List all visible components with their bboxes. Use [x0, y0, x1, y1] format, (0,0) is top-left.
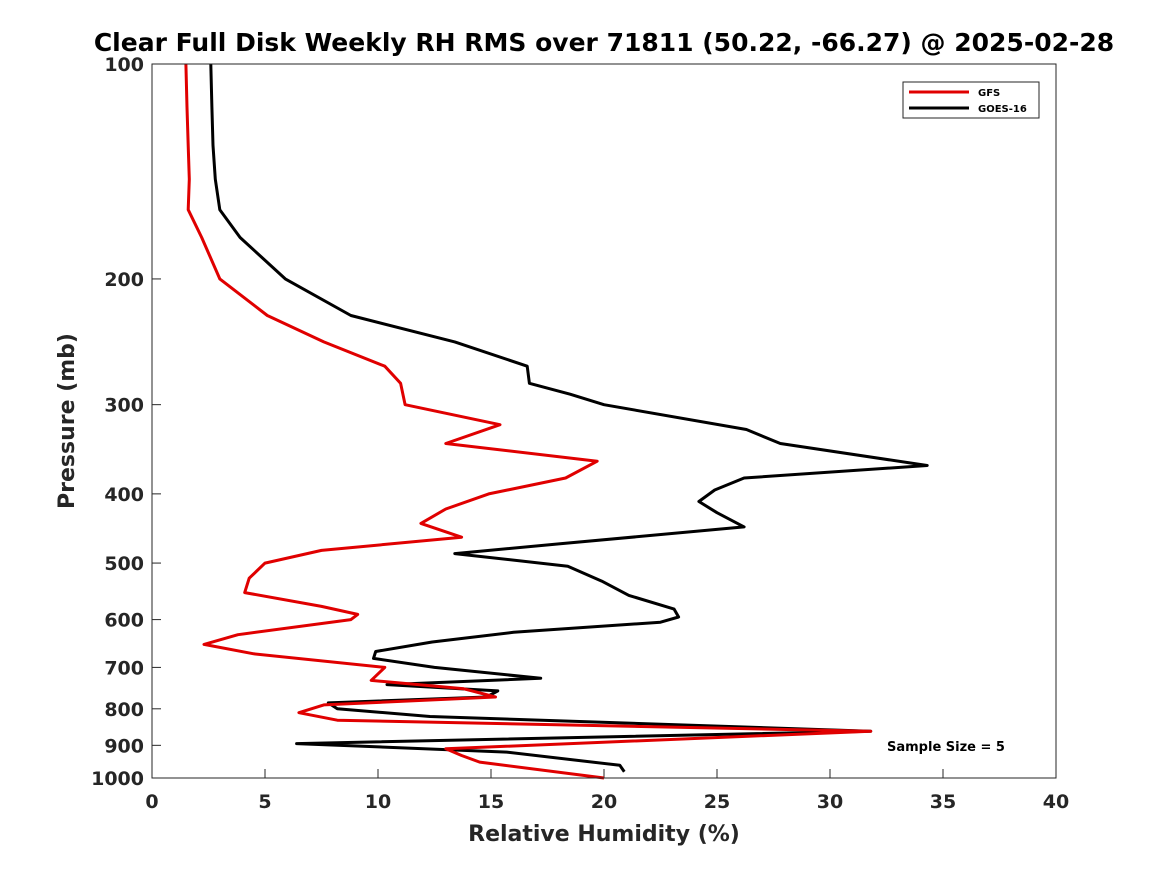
y-tick-label: 1000: [91, 768, 144, 790]
chart-title: Clear Full Disk Weekly RH RMS over 71811…: [94, 28, 1114, 57]
series-line-goes16: [209, 63, 929, 773]
y-tick-label: 200: [104, 269, 144, 291]
x-tick-label: 20: [591, 791, 617, 813]
y-tick-label: 300: [104, 395, 144, 417]
sample-size-annotation: Sample Size = 5: [887, 740, 1005, 755]
x-axis-label: Relative Humidity (%): [468, 822, 740, 847]
y-tick-label: 400: [104, 484, 144, 506]
series-line-gfs: [184, 63, 873, 780]
x-tick-label: 5: [258, 791, 271, 813]
y-tick-label: 600: [104, 610, 144, 632]
series-lines: [184, 63, 929, 780]
y-tick-label: 700: [104, 657, 144, 679]
axis-ticks: 0 5 10 15 20 25 30 35 40 100 200 300 400 500 600 700 800…: [91, 54, 1069, 813]
x-tick-label: 35: [930, 791, 956, 813]
y-tick-label: 900: [104, 735, 144, 757]
legend-box: [902, 81, 1040, 119]
y-tick-label: 100: [104, 54, 144, 76]
x-tick-label: 40: [1043, 791, 1069, 813]
y-tick-label: 500: [104, 553, 144, 575]
legend: GFS GOES-16: [902, 81, 1040, 119]
legend-label-goes16: GOES-16: [978, 104, 1027, 115]
x-tick-label: 25: [704, 791, 730, 813]
x-tick-label: 30: [817, 791, 843, 813]
x-tick-label: 10: [365, 791, 391, 813]
legend-label-gfs: GFS: [978, 88, 1000, 99]
plot-area: [151, 63, 1057, 779]
y-tick-label: 800: [104, 699, 144, 721]
y-axis-label: Pressure (mb): [55, 333, 80, 509]
x-tick-label: 15: [478, 791, 504, 813]
x-tick-label: 0: [145, 791, 158, 813]
